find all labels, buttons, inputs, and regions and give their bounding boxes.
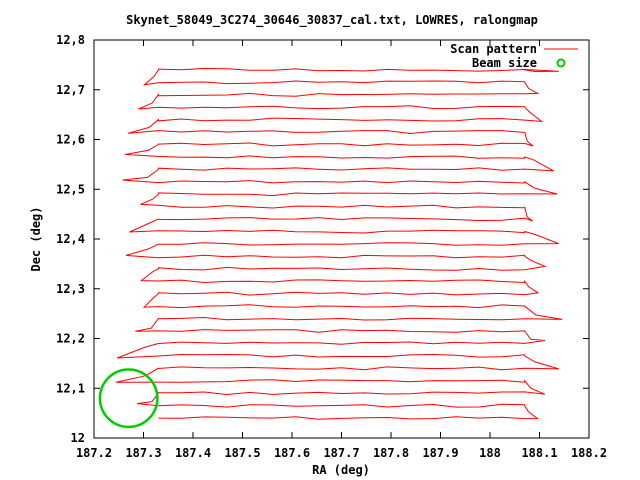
- beam-size-circle: [98, 368, 159, 429]
- legend-label-scan-pattern: Scan pattern: [450, 42, 537, 56]
- x-tick-label: 188.2: [571, 446, 607, 460]
- x-tick-label: 187.8: [373, 446, 409, 460]
- x-tick-label: 187.9: [422, 446, 458, 460]
- y-tick-label: 12,6: [56, 133, 85, 147]
- plot-frame: [93, 39, 590, 439]
- x-tick-label: 188.1: [521, 446, 557, 460]
- plot-area: 187.2 187.3 187.4 187.5 187.6 187.7 187.8 187.9…: [56, 33, 607, 460]
- legend-label-beam-size: Beam size: [472, 56, 537, 70]
- x-tick-label: 187.2: [76, 446, 112, 460]
- legend: Scan pattern Beam size: [450, 42, 578, 70]
- legend-swatch-beam-size: [556, 58, 566, 68]
- x-tick-label: 187.4: [175, 446, 211, 460]
- y-tick-label: 12,7: [56, 83, 85, 97]
- y-tick-label: 12,8: [56, 33, 85, 47]
- y-tick-label: 12,2: [56, 332, 85, 346]
- x-tick-label: 187.7: [323, 446, 359, 460]
- scan-pattern: [115, 67, 563, 420]
- x-tick-label: 187.3: [125, 446, 161, 460]
- beam-size: [98, 368, 159, 429]
- x-axis-label: RA (deg): [312, 463, 370, 477]
- scan-pattern-line: [115, 67, 563, 420]
- y-axis-label: Dec (deg): [29, 206, 43, 271]
- y-tick-label: 12: [71, 431, 85, 445]
- x-tick-label: 188: [479, 446, 501, 460]
- x-tick-label: 187.6: [274, 446, 310, 460]
- chart-title: Skynet_58049_3C274_30646_30837_cal.txt, …: [126, 13, 538, 28]
- y-tick-label: 12,5: [56, 182, 85, 196]
- x-tick-label: 187.5: [224, 446, 260, 460]
- x-axis-ticks: 187.2 187.3 187.4 187.5 187.6 187.7 187.8 187.9…: [76, 40, 607, 460]
- y-tick-label: 12,3: [56, 282, 85, 296]
- y-tick-label: 12,1: [56, 381, 85, 395]
- y-tick-label: 12,4: [56, 232, 85, 246]
- y-axis-ticks: 12 12,1 12,2 12,3 12,4 12,5 12,6 12,7 12,8: [56, 33, 589, 445]
